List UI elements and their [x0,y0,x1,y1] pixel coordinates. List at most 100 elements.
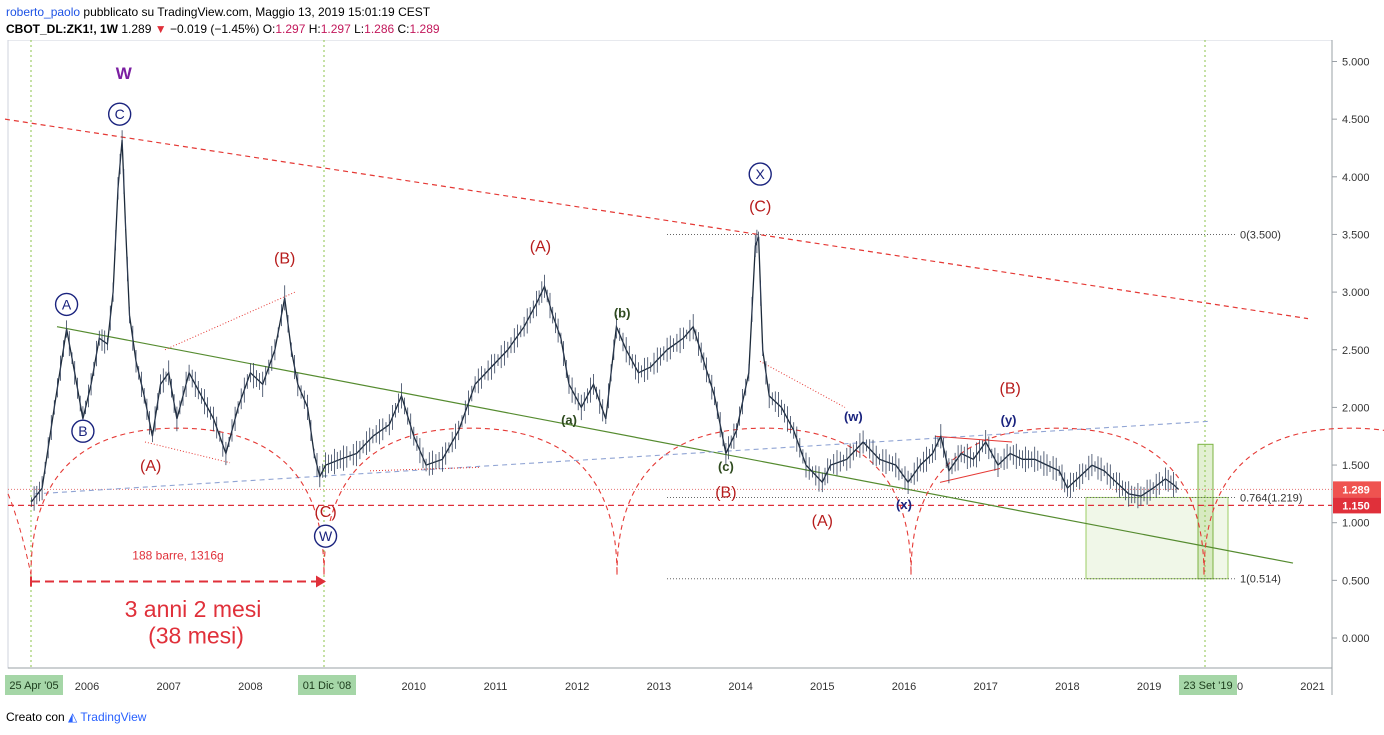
wave-label: X [756,166,766,182]
y-tick-label: 4.000 [1342,172,1370,184]
open-value: 1.297 [275,22,306,36]
wave-label: (A) [530,239,551,256]
y-tick-label: 1.000 [1342,518,1370,530]
header-line-1: roberto_paolo pubblicato su TradingView.… [6,4,440,21]
y-tick-label: 4.500 [1342,114,1370,126]
close-value: 1.289 [409,22,440,36]
open-label: O: [262,22,276,36]
fib-level-label: 0(3.500) [1240,229,1281,241]
date-marker-label: 25 Apr '05 [9,680,58,692]
symbol-label: CBOT_DL:ZK1!, 1W [6,22,118,36]
wave-label-circle [71,419,95,443]
price-tag-label: 1.150 [1342,500,1370,512]
date-marker-box [298,675,356,695]
x-tick-label: 2014 [728,681,752,693]
wave-label-circle [54,292,79,317]
duration-label: 3 anni 2 mesi [125,596,262,622]
cycle-arc [7,493,32,575]
y-tick-label: 3.500 [1342,229,1370,241]
tradingview-logo-icon[interactable]: ◭ [68,710,78,724]
wave-label: (c) [718,459,734,474]
tradingview-link[interactable]: TradingView [80,710,147,724]
date-marker-label: 23 Set '19 [1183,680,1232,692]
x-tick-label: 2015 [810,681,834,693]
pattern-line [164,291,296,351]
wave-label: (y) [1001,413,1017,428]
cycle-arc [323,427,618,575]
x-tick-label: 2012 [565,681,589,693]
wave-label: (x) [896,497,912,512]
low-value: 1.286 [364,22,395,36]
wave-label: (B) [715,484,736,501]
wave-label: (w) [844,409,863,424]
header-line-2: CBOT_DL:ZK1!, 1W 1.289 ▼ −0.019 (−1.45%)… [6,21,440,38]
wave-label: (C) [749,198,771,215]
wave-label-circle [748,162,772,186]
price-tag-label: 1.289 [1342,484,1370,496]
close-label: C: [397,22,410,36]
price-tag [1333,481,1381,498]
triangle-line [934,435,1013,443]
wave-label: C [115,106,125,122]
wave-label: A [62,296,72,312]
pattern-line [759,360,846,408]
price-change: −0.019 (−1.45%) [169,22,260,36]
x-tick-label: 2010 [402,681,426,693]
blue-trend-line [34,420,1211,495]
x-tick-label: 2007 [156,681,180,693]
wave-label: (b) [614,305,631,320]
footer: Creato con ◭ TradingView [6,710,146,724]
upper-resistance-line [4,118,1309,320]
wave-label: (A) [140,458,161,475]
y-tick-label: 5.000 [1342,57,1370,69]
date-marker-label: 01 Dic '08 [303,680,352,692]
created-with: Creato con [6,710,65,724]
wave-label: W [319,528,333,544]
cycle-arc [910,427,1205,575]
down-arrow-icon: ▼ [154,22,167,36]
duration-months-label: (38 mesi) [148,623,244,649]
pattern-line [144,441,231,464]
x-tick-label: 2006 [75,681,99,693]
date-marker-box [5,675,63,695]
wave-label: (C) [314,504,336,521]
date-marker-box [1179,675,1237,695]
author-link[interactable]: roberto_paolo [6,5,81,19]
pattern-line [369,466,481,472]
cycle-arcs [7,427,1384,575]
fib-level-label: 1(0.514) [1240,574,1281,586]
y-tick-label: 3.000 [1342,287,1370,299]
y-tick-label: 1.500 [1342,460,1370,472]
high-label: H: [308,22,321,36]
x-tick-label: 2013 [647,681,671,693]
duration-arrow-head [316,575,326,588]
x-tick-label: 2021 [1300,681,1324,693]
wave-labels: W C A B (B) (A) (C) W (A) (b) (a) (c) (B) X (C) (A) (w) (… [54,64,1021,548]
price-tag [1333,497,1381,514]
price-line [30,139,1179,503]
wave-label: W [116,64,133,83]
bars-count-label: 188 barre, 1316g [132,549,223,563]
fib-level-label: 0.764(1.219) [1240,492,1302,504]
x-tick-label: 2016 [892,681,916,693]
x-tick-label: 2018 [1055,681,1079,693]
x-tick-label: 2017 [973,681,997,693]
green-trend-line [56,326,1294,564]
x-tick-label: 2008 [238,681,262,693]
wave-label: (a) [561,413,577,428]
y-tick-label: 2.000 [1342,402,1370,414]
y-tick-label: 0.000 [1342,633,1370,645]
high-value: 1.297 [320,22,351,36]
wave-label: (B) [1000,381,1021,398]
wave-label-circle [107,102,132,126]
wave-label: (A) [812,513,833,530]
last-price: 1.289 [121,22,152,36]
cycle-arc [30,427,325,575]
wave-label: B [78,423,87,439]
published-info: pubblicato su TradingView.com, Maggio 13… [83,5,431,19]
price-chart[interactable]: 5.000 4.500 4.000 3.500 3.000 2.500 2.000 1.500… [0,40,1384,695]
target-zone-narrow [1197,443,1214,580]
wave-label-circle [313,524,338,548]
low-label: L: [354,22,365,36]
y-tick-label: 0.500 [1342,575,1370,587]
